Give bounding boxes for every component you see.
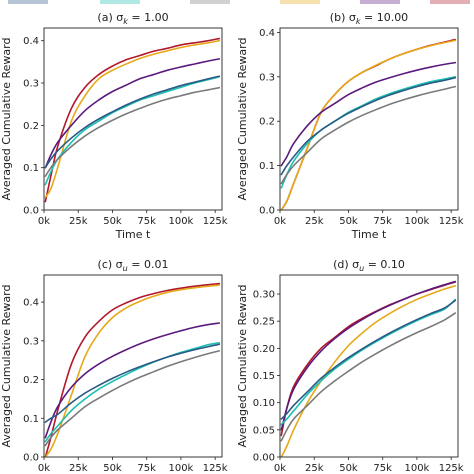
series-line-0: [44, 282, 221, 457]
y-tick-label: 0.3: [259, 72, 275, 83]
x-tick-label: 25k: [69, 463, 88, 474]
plot-frame: [43, 27, 223, 211]
x-axis-label: Time t: [351, 228, 387, 241]
x-tick-label: 50k: [103, 216, 122, 227]
legend-swatch-orange: [280, 0, 320, 4]
y-tick-label: 0.00: [253, 453, 275, 464]
series-line-5: [280, 312, 457, 442]
y-tick-label: 0.4: [23, 298, 39, 309]
y-tick-label: 0.2: [23, 121, 39, 132]
legend-strip: [0, 0, 474, 6]
x-tick-label: 50k: [103, 463, 122, 474]
y-tick-label: 0.4: [259, 28, 275, 39]
x-tick-label: 100k: [168, 463, 193, 474]
legend-swatch-purple: [360, 0, 400, 4]
plot-frame: [43, 274, 223, 458]
legend-swatch-gray: [190, 0, 230, 4]
series-line-1: [280, 39, 457, 210]
x-tick-label: 25k: [305, 463, 324, 474]
y-tick-label: 0.2: [23, 375, 39, 386]
y-tick-label: 0.0: [259, 206, 275, 217]
panel-d: (d) σu = 0.10 0.00 0.05 0.10 0.15 0.20 0.25 0.3…: [236, 258, 464, 474]
series-group: [280, 280, 457, 457]
y-tick-label: 0.25: [253, 317, 275, 328]
legend-swatch-red: [430, 0, 470, 4]
panel-title: (a) σk = 1.00: [97, 11, 168, 26]
plot-frame: [279, 274, 459, 458]
y-tick-label: 0.2: [259, 117, 275, 128]
x-tick-label: 25k: [305, 216, 324, 227]
series-line-4: [280, 299, 457, 420]
x-tick-label: 125k: [203, 463, 228, 474]
y-tick-label: 0.1: [23, 414, 39, 425]
y-tick-label: 0.0: [23, 453, 39, 464]
y-axis-label: Averaged Cumulative Reward: [236, 38, 249, 201]
x-tick-label: 75k: [373, 216, 392, 227]
x-tick-label: 75k: [137, 463, 156, 474]
series-line-5: [280, 85, 457, 185]
series-line-1: [44, 284, 221, 457]
y-tick-label: 0.3: [23, 79, 39, 90]
panel-b: (b) σk = 10.00 0.0 0.1 0.2 0.3 0.4 0k 25k 50k 75k…: [236, 11, 464, 241]
y-axis-label: Averaged Cumulative Reward: [0, 285, 13, 448]
series-line-2: [44, 322, 221, 439]
series-group: [44, 37, 221, 203]
x-tick-label: 125k: [439, 216, 464, 227]
x-tick-label: 100k: [404, 463, 429, 474]
plot-frame: [279, 27, 459, 211]
series-group: [280, 38, 457, 210]
x-tick-label: 50k: [339, 216, 358, 227]
series-line-3: [280, 76, 457, 189]
series-line-3: [44, 341, 221, 443]
x-tick-label: 0k: [38, 463, 50, 474]
x-tick-label: 0k: [274, 216, 286, 227]
panel-a: (a) σk = 1.00 0.0 0.1 0.2 0.3 0.4 0k 25k 50k 75k 1…: [0, 11, 228, 241]
legend-swatch-navy: [8, 0, 48, 4]
y-tick-label: 0.10: [253, 398, 275, 409]
y-tick-label: 0.1: [23, 163, 39, 174]
y-tick-label: 0.20: [253, 344, 275, 355]
series-line-5: [44, 86, 221, 177]
y-tick-label: 0.15: [253, 371, 275, 382]
x-tick-label: 125k: [439, 463, 464, 474]
x-tick-label: 75k: [373, 463, 392, 474]
x-tick-label: 75k: [137, 216, 156, 227]
y-tick-label: 0.05: [253, 425, 275, 436]
x-tick-label: 0k: [38, 216, 50, 227]
x-tick-label: 0k: [274, 463, 286, 474]
series-line-2: [280, 61, 457, 167]
y-tick-label: 0.4: [23, 36, 39, 47]
y-axis-label: Averaged Cumulative Reward: [236, 285, 249, 448]
legend-swatch-teal: [100, 0, 140, 4]
series-group: [44, 282, 221, 457]
panel-title: (d) σu = 0.10: [333, 258, 405, 273]
series-line-3: [280, 298, 457, 426]
x-tick-label: 125k: [203, 216, 228, 227]
panel-title: (c) σu = 0.01: [98, 258, 169, 273]
series-line-2: [280, 280, 457, 431]
series-line-4: [280, 76, 457, 176]
series-line-3: [44, 75, 221, 186]
x-tick-label: 50k: [339, 463, 358, 474]
panel-title: (b) σk = 10.00: [330, 11, 408, 26]
series-line-4: [44, 75, 221, 169]
series-line-2: [44, 58, 221, 169]
series-line-4: [44, 343, 221, 423]
panel-c: (c) σu = 0.01 0.0 0.1 0.2 0.3 0.4 0k 25k 50k 75k 1…: [0, 258, 228, 474]
y-tick-label: 0.1: [259, 161, 275, 172]
series-line-5: [44, 350, 221, 447]
y-tick-label: 0.0: [23, 206, 39, 217]
y-axis-label: Averaged Cumulative Reward: [0, 38, 13, 201]
series-line-0: [44, 37, 221, 203]
x-tick-label: 25k: [69, 216, 88, 227]
x-axis-label: Time t: [115, 228, 151, 241]
x-tick-label: 100k: [404, 216, 429, 227]
series-line-1: [280, 285, 457, 457]
x-tick-label: 100k: [168, 216, 193, 227]
y-tick-label: 0.30: [253, 290, 275, 301]
y-tick-label: 0.3: [23, 336, 39, 347]
